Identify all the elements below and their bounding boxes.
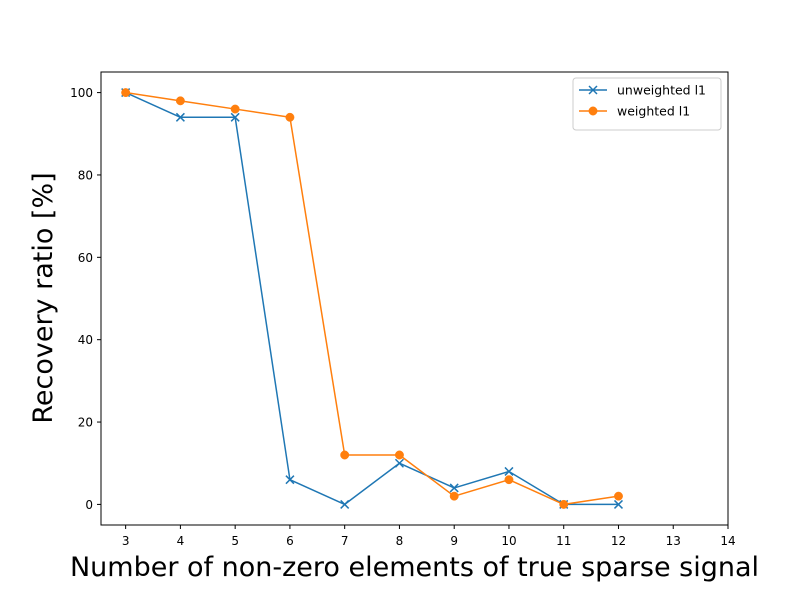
legend-swatch-marker xyxy=(588,106,598,116)
legend-item-unweighted-l1: unweighted l1 xyxy=(579,83,706,98)
series-line-weighted-l1 xyxy=(125,91,619,506)
y-tick-label: 60 xyxy=(78,251,93,265)
legend-item-weighted-l1: weighted l1 xyxy=(579,104,690,119)
plot-frame xyxy=(100,71,729,526)
data-point-weighted-l1 xyxy=(394,450,404,460)
legend-label: unweighted l1 xyxy=(617,83,706,98)
data-point-unweighted-l1 xyxy=(394,458,404,468)
data-point-weighted-l1 xyxy=(121,88,131,98)
data-point-unweighted-l1 xyxy=(285,475,295,485)
series-unweighted-l1 xyxy=(121,88,624,509)
y-tick-label: 100 xyxy=(70,86,93,100)
marker-stroke xyxy=(285,475,295,485)
x-tick-label: 7 xyxy=(341,534,349,548)
x-tick-label: 8 xyxy=(396,534,404,548)
legend-swatch-marker xyxy=(588,85,598,95)
data-point-weighted-l1 xyxy=(559,499,569,509)
series-layer xyxy=(121,88,624,509)
data-point-unweighted-l1 xyxy=(504,466,514,476)
data-point-unweighted-l1 xyxy=(449,483,459,493)
series-weighted-l1 xyxy=(121,88,623,509)
x-axis-label: Number of non-zero elements of true spar… xyxy=(70,552,759,583)
data-point-unweighted-l1 xyxy=(340,499,350,509)
data-point-unweighted-l1 xyxy=(613,499,624,509)
marker-stroke xyxy=(588,85,598,95)
marker-stroke xyxy=(230,112,240,122)
x-tick-label: 6 xyxy=(286,534,294,548)
data-point-unweighted-l1 xyxy=(230,112,240,122)
marker-stroke xyxy=(449,483,459,493)
x-axis: 3 4 5 6 7 8 9 10 11 12 13 14 xyxy=(122,525,736,548)
y-tick-label: 80 xyxy=(78,168,93,182)
x-tick-label: 4 xyxy=(177,534,185,548)
legend-label: weighted l1 xyxy=(617,104,690,119)
x-tick-label: 3 xyxy=(122,534,130,548)
data-point-unweighted-l1 xyxy=(175,112,185,122)
y-tick-label: 40 xyxy=(78,333,93,347)
marker-stroke xyxy=(340,499,350,509)
x-tick-label: 11 xyxy=(556,534,571,548)
x-tick-label: 14 xyxy=(720,534,735,548)
data-point-weighted-l1 xyxy=(504,475,514,485)
data-point-weighted-l1 xyxy=(285,112,295,122)
data-point-weighted-l1 xyxy=(230,104,240,114)
x-tick-label: 13 xyxy=(666,534,681,548)
data-point-weighted-l1 xyxy=(614,491,623,501)
marker-stroke xyxy=(613,499,624,509)
data-point-weighted-l1 xyxy=(449,491,459,501)
y-axis-label: Recovery ratio [%] xyxy=(28,172,59,423)
data-point-weighted-l1 xyxy=(340,450,350,460)
x-tick-label: 5 xyxy=(231,534,239,548)
marker-stroke xyxy=(394,458,404,468)
data-point-weighted-l1 xyxy=(175,96,185,106)
x-tick-label: 12 xyxy=(611,534,626,548)
marker-stroke xyxy=(175,112,185,122)
legend: unweighted l1 weighted l1 xyxy=(572,77,722,131)
series-line-unweighted-l1 xyxy=(125,91,619,506)
x-tick-label: 9 xyxy=(450,534,458,548)
x-tick-label: 10 xyxy=(501,534,516,548)
y-axis: 0 20 40 60 80 100 xyxy=(70,86,101,512)
y-tick-label: 0 xyxy=(85,498,93,512)
y-tick-label: 20 xyxy=(78,416,93,430)
legend-box xyxy=(572,77,722,131)
marker-stroke xyxy=(504,466,514,476)
